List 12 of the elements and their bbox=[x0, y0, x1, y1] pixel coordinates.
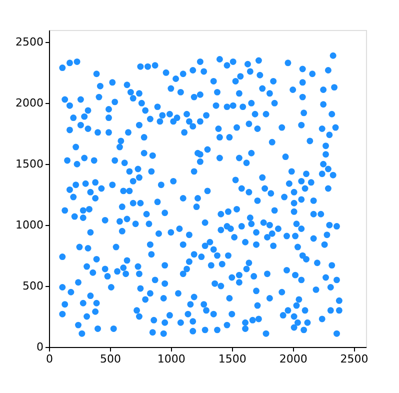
y-tick-label: 2000 bbox=[16, 96, 44, 110]
x-tick-label: 500 bbox=[100, 352, 121, 366]
x-tick-label: 2500 bbox=[340, 352, 368, 366]
x-tick-label: 2000 bbox=[279, 352, 308, 366]
y-tick-label: 0 bbox=[36, 340, 44, 354]
x-tick-label: 0 bbox=[46, 352, 53, 366]
x-tick-label: 1500 bbox=[218, 352, 246, 366]
y-tick-label: 1000 bbox=[16, 218, 44, 232]
y-tick-label: 2500 bbox=[16, 36, 44, 49]
y-tick-label: 500 bbox=[22, 280, 44, 293]
x-tick-label: 1000 bbox=[157, 352, 186, 366]
y-tick-label: 1500 bbox=[16, 158, 44, 171]
